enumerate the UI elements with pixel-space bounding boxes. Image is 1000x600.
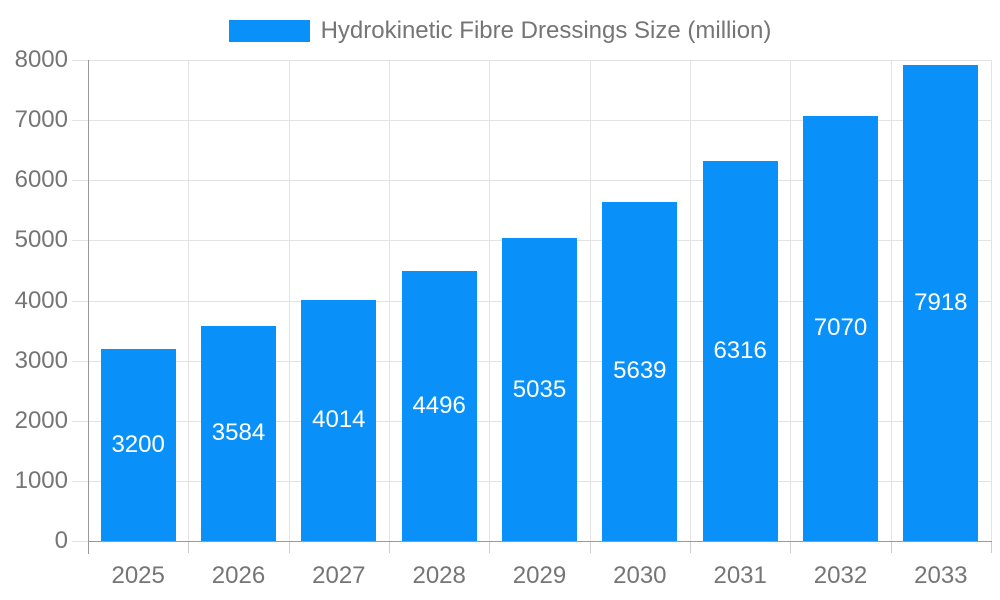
x-axis-tick-label: 2028 xyxy=(412,562,466,589)
bar-2025: 3200 xyxy=(100,348,176,541)
x-axis-tick-label: 2025 xyxy=(111,562,165,589)
bar-value-label: 6316 xyxy=(713,337,767,365)
y-axis-tick-label: 1000 xyxy=(14,466,68,494)
y-axis-tick-label: 6000 xyxy=(14,166,68,194)
x-axis-tick-label: 2029 xyxy=(512,562,567,589)
bar-value-label: 3200 xyxy=(111,430,165,458)
chart-legend[interactable]: Hydrokinetic Fibre Dressings Size (milli… xyxy=(0,17,1000,45)
y-axis-tick-label: 4000 xyxy=(14,286,68,314)
x-axis-tick xyxy=(690,541,691,553)
bar-value-label: 4014 xyxy=(312,406,366,434)
bar-2026: 3584 xyxy=(200,325,277,541)
bar-2028: 4496 xyxy=(401,270,477,541)
bar-2027: 4014 xyxy=(301,299,377,541)
bar-2030: 5639 xyxy=(602,201,678,541)
v-gridline xyxy=(389,60,390,541)
y-axis-tick-label: 3000 xyxy=(14,346,68,374)
x-axis-line xyxy=(88,541,992,542)
y-axis-tick xyxy=(72,120,88,122)
y-axis-tick xyxy=(72,420,88,422)
v-gridline xyxy=(890,60,892,541)
x-axis-tick-label: 2031 xyxy=(713,562,767,589)
x-axis-tick xyxy=(589,541,591,553)
x-axis-tick xyxy=(288,541,290,553)
x-axis-tick-label: 2033 xyxy=(914,562,968,589)
bar-value-label: 7918 xyxy=(914,288,968,316)
y-axis-tick-label: 5000 xyxy=(14,226,68,254)
x-axis-tick xyxy=(991,541,992,553)
v-gridline xyxy=(188,60,190,541)
y-axis-tick-label: 2000 xyxy=(14,406,68,434)
legend-label: Hydrokinetic Fibre Dressings Size (milli… xyxy=(320,17,772,44)
bar-value-label: 7070 xyxy=(813,314,868,342)
legend-swatch xyxy=(228,20,310,42)
x-axis-tick xyxy=(389,541,390,553)
x-axis-tick xyxy=(790,541,792,553)
y-axis-tick xyxy=(72,60,88,61)
bar-2031: 6316 xyxy=(702,161,778,541)
y-axis-tick-label: 7000 xyxy=(14,106,68,134)
y-axis-tick xyxy=(72,480,88,482)
x-axis-tick-label: 2027 xyxy=(312,562,366,589)
bar-2032: 7070 xyxy=(802,115,879,541)
bar-value-label: 5639 xyxy=(613,357,667,385)
y-axis-tick-label: 8000 xyxy=(14,46,68,73)
bar-value-label: 4496 xyxy=(412,391,466,419)
v-gridline xyxy=(790,60,792,541)
y-axis-tick xyxy=(72,541,88,542)
h-gridline xyxy=(88,120,991,122)
y-axis-tick xyxy=(72,240,88,242)
x-axis-tick-label: 2032 xyxy=(813,562,868,589)
y-axis-tick xyxy=(72,300,88,302)
v-gridline xyxy=(489,60,491,541)
x-axis-tick xyxy=(489,541,491,553)
v-gridline xyxy=(589,60,591,541)
v-gridline xyxy=(991,60,992,541)
x-axis-tick xyxy=(188,541,190,553)
h-gridline xyxy=(88,60,991,61)
y-axis-tick xyxy=(72,180,88,182)
h-gridline xyxy=(88,180,991,182)
bar-2029: 5035 xyxy=(501,238,578,541)
x-axis-tick xyxy=(890,541,892,553)
x-axis-tick-label: 2026 xyxy=(211,562,266,589)
x-axis-tick-label: 2030 xyxy=(613,562,667,589)
bar-value-label: 3584 xyxy=(211,419,266,447)
y-axis-tick xyxy=(72,360,88,362)
y-axis-line xyxy=(88,60,89,554)
v-gridline xyxy=(690,60,691,541)
y-axis-tick-label: 0 xyxy=(54,527,68,554)
v-gridline xyxy=(288,60,290,541)
bar-2033: 7918 xyxy=(903,64,979,541)
bar-value-label: 5035 xyxy=(512,375,567,403)
